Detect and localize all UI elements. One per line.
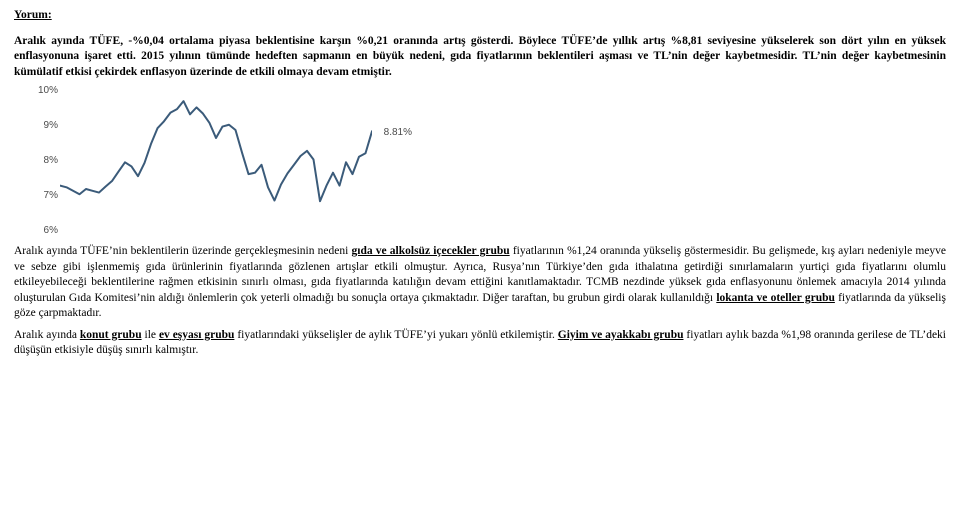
chart-line (60, 101, 372, 201)
inflation-chart: 10% 9% 8% 7% 6% 8.81% (14, 86, 434, 238)
chart-y-tick: 7% (32, 189, 58, 203)
body-paragraph-2: Aralık ayında konut grubu ile ev eşyası … (14, 328, 946, 359)
chart-svg (60, 90, 372, 229)
chart-y-tick: 9% (32, 119, 58, 133)
section-title: Yorum: (14, 8, 946, 24)
chart-y-tick: 10% (32, 84, 58, 98)
chart-y-tick: 8% (32, 154, 58, 168)
chart-plot-area (60, 90, 372, 230)
chart-end-label: 8.81% (384, 126, 412, 140)
intro-paragraph: Aralık ayında TÜFE, -%0,04 ortalama piya… (14, 34, 946, 81)
chart-y-tick: 6% (32, 224, 58, 238)
body-paragraph-1: Aralık ayında TÜFE’nin beklentilerin üze… (14, 244, 946, 322)
